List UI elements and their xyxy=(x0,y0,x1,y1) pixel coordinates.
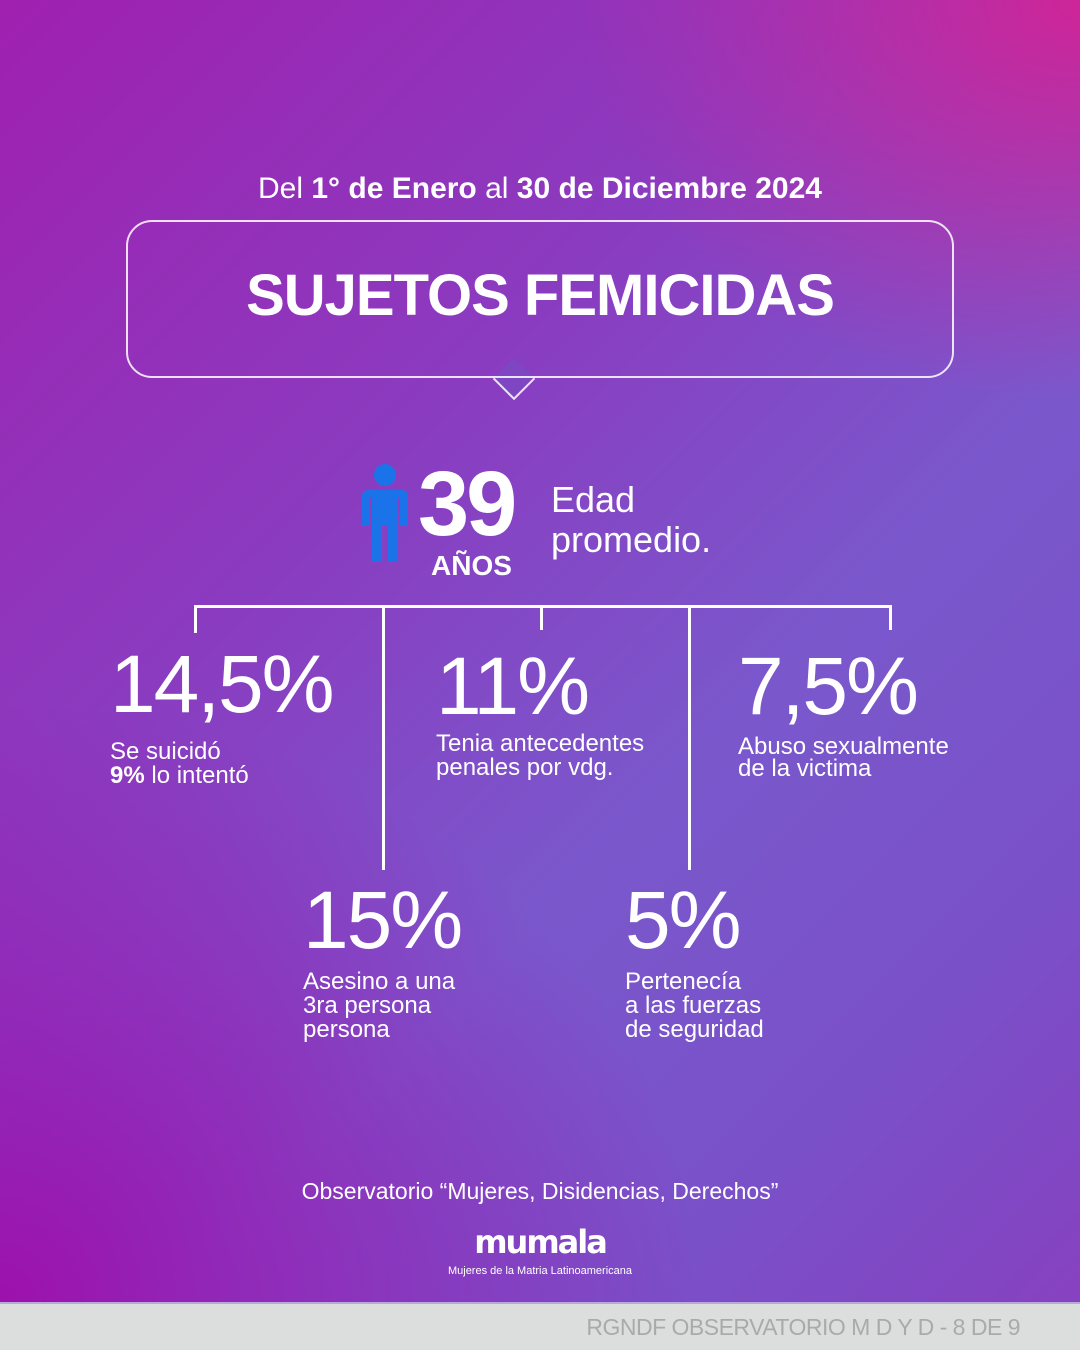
stat-tercera-persona: 15% Asesino a una 3ra persona persona xyxy=(303,875,463,1043)
age-unit: AÑOS xyxy=(431,550,512,581)
age-value: 39 xyxy=(418,453,517,555)
logo-subtitle: Mujeres de la Matria Latinoamericana xyxy=(447,1265,633,1277)
tree-line xyxy=(382,605,385,870)
tree-line xyxy=(688,605,691,870)
age-label: Edad promedio. xyxy=(551,479,712,560)
stat-suicide: 14,5% Se suicidó 9% lo intentó xyxy=(110,639,335,789)
mumala-logo: mumala xyxy=(474,1223,608,1261)
stat-abuso: 7,5% Abuso sexualmente de la victima xyxy=(738,641,949,782)
person-icon xyxy=(362,464,408,562)
tree-line xyxy=(194,605,197,633)
page-title: SUJETOS FEMICIDAS xyxy=(246,263,835,328)
page-label: RGNDF OBSERVATORIO M D Y D - 8 DE 9 xyxy=(586,1314,1020,1340)
tree-line xyxy=(194,605,892,608)
footer-bar: RGNDF OBSERVATORIO M D Y D - 8 DE 9 xyxy=(0,1302,1080,1350)
title-bubble xyxy=(126,220,954,378)
tree-line xyxy=(540,605,543,630)
observatorio-name: Observatorio “Mujeres, Disidencias, Dere… xyxy=(301,1178,779,1204)
stat-fuerzas: 5% Pertenecía a las fuerzas de seguridad xyxy=(625,875,764,1043)
stat-antecedentes: 11% Tenia antecedentes penales por vdg. xyxy=(436,641,645,781)
tree-line xyxy=(889,605,892,630)
date-range: Del 1° de Enero al 30 de Diciembre 2024 xyxy=(258,172,822,205)
